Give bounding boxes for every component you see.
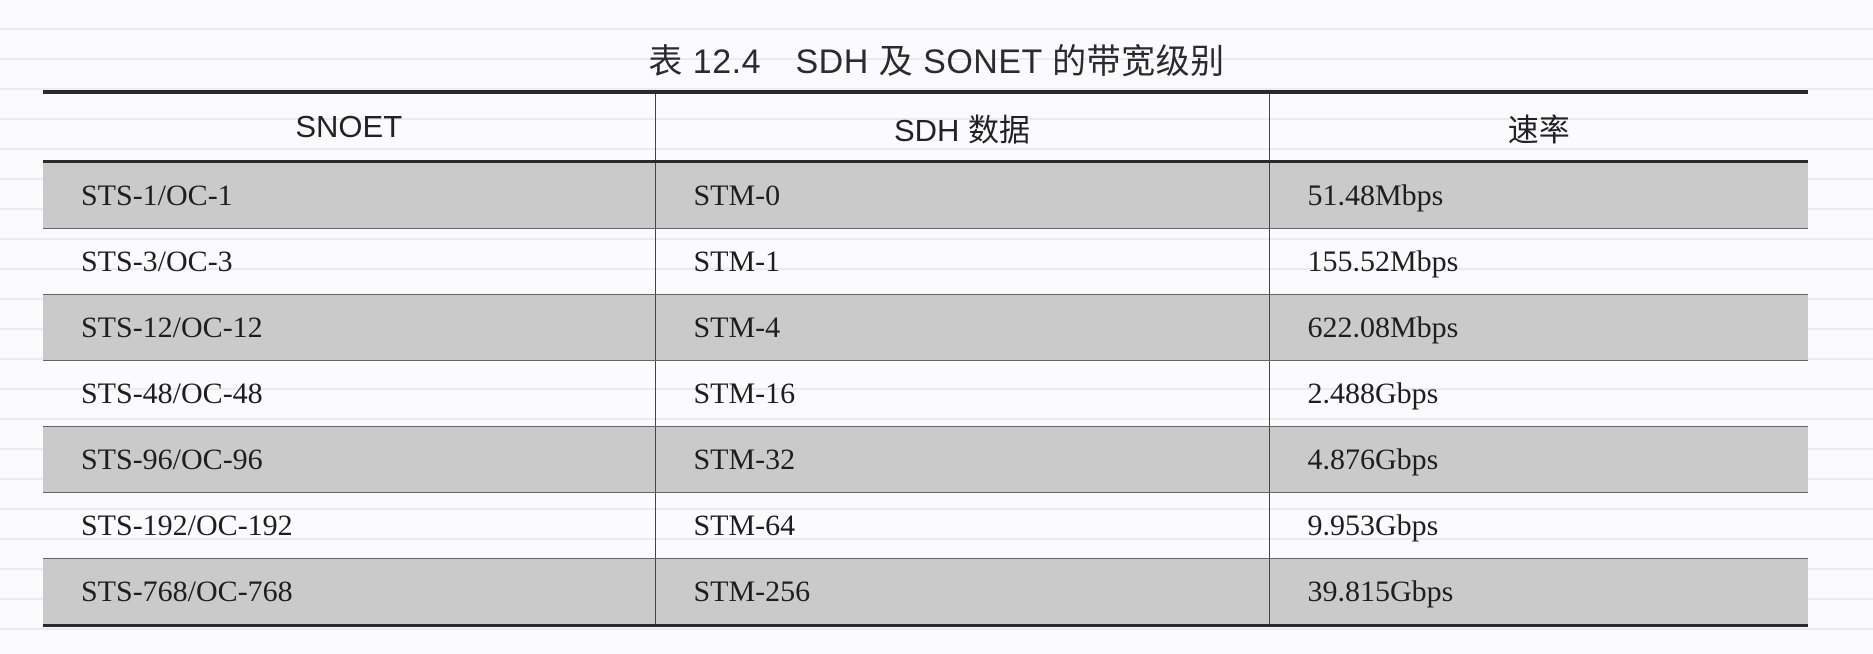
table-row: STS-48/OC-48 STM-16 2.488Gbps: [43, 360, 1808, 427]
cell-sdh: STM-1: [654, 228, 1269, 295]
cell-rate: 51.48Mbps: [1268, 161, 1808, 229]
header-rate: 速率: [1268, 92, 1808, 163]
cell-sonet: STS-12/OC-12: [43, 294, 655, 361]
table-row: STS-3/OC-3 STM-1 155.52Mbps: [43, 228, 1808, 295]
cell-rate: 155.52Mbps: [1268, 228, 1808, 295]
header-sdh: SDH 数据: [654, 92, 1269, 163]
cell-rate: 2.488Gbps: [1268, 360, 1808, 427]
cell-sonet: STS-3/OC-3: [43, 228, 655, 295]
cell-sonet: STS-48/OC-48: [43, 360, 655, 427]
cell-sonet: STS-192/OC-192: [43, 492, 655, 559]
cell-rate: 622.08Mbps: [1268, 294, 1808, 361]
header-row: SNOET SDH 数据 速率: [43, 92, 1808, 163]
table-row: STS-12/OC-12 STM-4 622.08Mbps: [43, 294, 1808, 361]
cell-sdh: STM-16: [654, 360, 1269, 427]
cell-sdh: STM-64: [654, 492, 1269, 559]
cell-sonet: STS-768/OC-768: [43, 558, 655, 626]
table-row: STS-1/OC-1 STM-0 51.48Mbps: [43, 161, 1808, 229]
header-sonet: SNOET: [43, 92, 655, 163]
cell-rate: 39.815Gbps: [1268, 558, 1808, 626]
cell-sdh: STM-4: [654, 294, 1269, 361]
cell-sdh: STM-256: [654, 558, 1269, 626]
cell-sdh: STM-32: [654, 426, 1269, 493]
table-caption: 表 12.4 SDH 及 SONET 的带宽级别: [648, 43, 1225, 81]
cell-sonet: STS-96/OC-96: [43, 426, 655, 493]
cell-rate: 4.876Gbps: [1268, 426, 1808, 493]
table-row: STS-768/OC-768 STM-256 39.815Gbps: [43, 558, 1808, 626]
table-row: STS-96/OC-96 STM-32 4.876Gbps: [43, 426, 1808, 493]
cell-sonet: STS-1/OC-1: [43, 161, 655, 229]
table-row: STS-192/OC-192 STM-64 9.953Gbps: [43, 492, 1808, 559]
cell-sdh: STM-0: [654, 161, 1269, 229]
bandwidth-table: SNOET SDH 数据 速率 STS-1/OC-1 STM-0 51.48Mbps…: [43, 90, 1808, 627]
cell-rate: 9.953Gbps: [1268, 492, 1808, 559]
